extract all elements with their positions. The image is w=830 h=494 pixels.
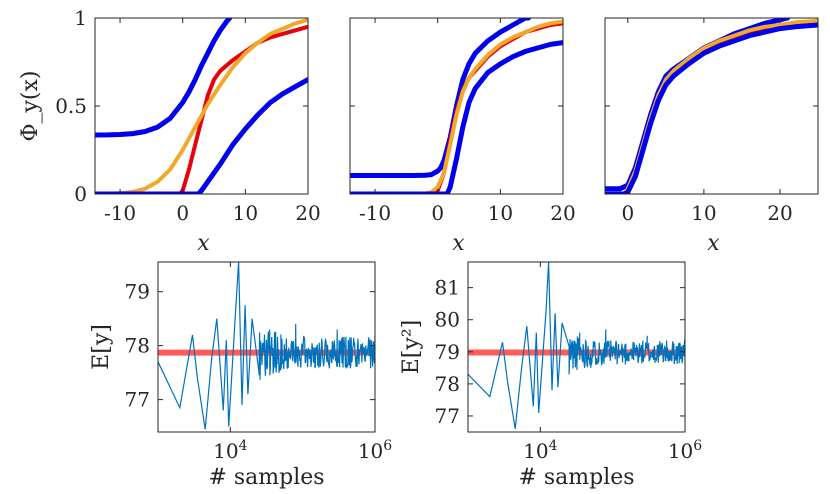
fitted-cdf-line bbox=[95, 18, 308, 194]
x-tick-label: 10 bbox=[691, 201, 716, 225]
lower-bound-line bbox=[350, 40, 563, 194]
y-axis-label: Φ_y(x) bbox=[18, 70, 43, 141]
upper-bound-line bbox=[95, 18, 233, 138]
mean-convergence-panel: 104 106 77 78 79 # samples E[y] bbox=[89, 261, 392, 490]
y-tick-label: 78 bbox=[435, 372, 460, 396]
x-tick-label: 20 bbox=[295, 201, 320, 225]
lower-bound-line bbox=[605, 22, 818, 194]
y-tick-label: 77 bbox=[435, 404, 460, 428]
axes-box bbox=[94, 17, 309, 195]
empirical-cdf-line bbox=[95, 24, 308, 194]
y-tick-label: 80 bbox=[435, 308, 460, 332]
y-tick-label: 79 bbox=[125, 280, 150, 304]
x-tick-label: 10 bbox=[488, 201, 513, 225]
plot-area bbox=[158, 262, 375, 430]
cdf-panel-1: -10 0 10 20 0 0.5 1 x Φ_y(x) bbox=[18, 6, 321, 256]
x-tick-label: 10 bbox=[233, 201, 258, 225]
x-axis-label: x bbox=[452, 231, 465, 256]
x-tick-label: 20 bbox=[767, 201, 792, 225]
plot-area bbox=[605, 18, 818, 194]
x-axis-label: # samples bbox=[518, 465, 634, 490]
cdf-panel-2: -10 0 10 20 x bbox=[349, 17, 576, 256]
x-axis-label: x bbox=[707, 231, 720, 256]
second-moment-convergence-panel: 104 106 77 78 79 80 81 # samples E[y²] bbox=[399, 261, 702, 490]
x-tick-label: 20 bbox=[550, 201, 575, 225]
x-axis-label: x bbox=[197, 231, 210, 256]
y-tick-label: 1 bbox=[74, 6, 87, 30]
y-axis-label: E[y²] bbox=[399, 320, 424, 374]
x-axis-label: # samples bbox=[208, 465, 324, 490]
x-tick-label: -10 bbox=[359, 201, 391, 225]
y-tick-label: 77 bbox=[125, 388, 150, 412]
y-tick-label: 78 bbox=[125, 334, 150, 358]
axes-box bbox=[157, 261, 376, 433]
upper-bound-line bbox=[605, 18, 791, 192]
x-tick-label: 106 bbox=[668, 438, 702, 463]
x-tick-label: 0 bbox=[431, 201, 444, 225]
y-tick-label: 0.5 bbox=[55, 94, 87, 118]
plot-area bbox=[468, 262, 685, 429]
plot-area bbox=[95, 18, 308, 194]
x-tick-label: -10 bbox=[104, 201, 136, 225]
x-tick-label: 0 bbox=[621, 201, 634, 225]
fitted-cdf-line bbox=[350, 19, 563, 194]
x-tick-label: 106 bbox=[358, 438, 392, 463]
mc-estimate-line bbox=[468, 262, 685, 429]
y-axis-label: E[y] bbox=[89, 324, 114, 370]
cdf-panel-3: 0 10 20 x bbox=[604, 17, 819, 256]
x-tick-label: 104 bbox=[523, 438, 557, 463]
plot-area bbox=[350, 18, 563, 194]
x-tick-label: 0 bbox=[176, 201, 189, 225]
mc-estimate-line bbox=[158, 262, 375, 430]
lower-bound-line bbox=[95, 77, 308, 194]
y-tick-label: 79 bbox=[435, 340, 460, 364]
x-tick-label: 104 bbox=[213, 438, 247, 463]
y-tick-label: 81 bbox=[435, 276, 460, 300]
y-tick-label: 0 bbox=[74, 182, 87, 206]
axes-box bbox=[467, 261, 686, 433]
